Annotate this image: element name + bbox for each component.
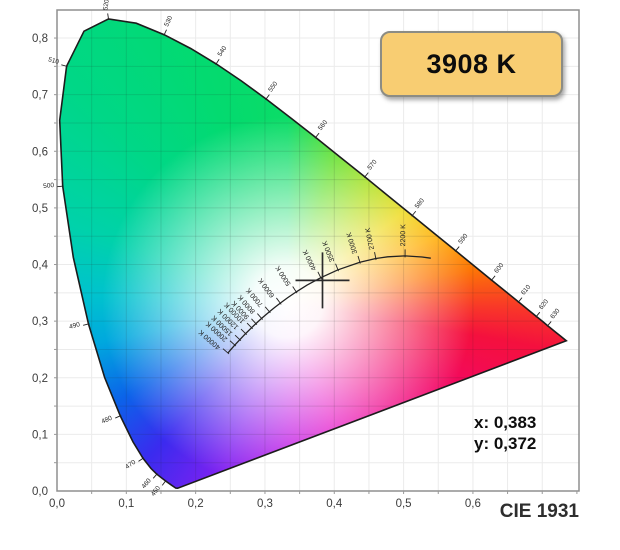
svg-text:0,8: 0,8 [32,33,48,45]
svg-text:620: 620 [538,298,551,311]
svg-text:0,5: 0,5 [32,203,48,215]
y-value-label: y: 0,372 [474,434,537,453]
svg-text:0,0: 0,0 [32,486,48,498]
svg-text:590: 590 [457,232,470,245]
diagram-title: CIE 1931 [499,501,579,522]
svg-text:460: 460 [140,477,153,490]
svg-text:630: 630 [549,307,562,320]
svg-text:0,3: 0,3 [257,498,273,510]
svg-text:0,1: 0,1 [118,498,134,510]
svg-text:470: 470 [124,459,137,471]
svg-text:540: 540 [217,45,229,58]
x-value-label: x: 0,383 [474,413,537,432]
svg-text:520: 520 [102,0,111,11]
svg-text:600: 600 [493,262,506,275]
x-axis-labels: 0,0 0,1 0,2 0,3 0,4 0,5 0,6 [49,498,481,510]
svg-text:0,6: 0,6 [465,498,481,510]
svg-text:550: 550 [267,80,279,93]
svg-text:0,4: 0,4 [32,260,49,272]
svg-text:0,6: 0,6 [32,146,48,158]
svg-text:530: 530 [163,15,174,28]
svg-text:580: 580 [414,197,427,210]
svg-text:610: 610 [520,283,533,296]
svg-text:0,4: 0,4 [326,498,343,510]
svg-text:450: 450 [150,484,162,497]
cct-badge-label: 3908 K [426,48,517,79]
svg-text:490: 490 [68,321,81,331]
svg-text:560: 560 [317,119,329,132]
svg-text:0,1: 0,1 [32,429,48,441]
svg-text:480: 480 [101,415,114,426]
svg-text:0,2: 0,2 [32,373,48,385]
svg-text:0,5: 0,5 [396,498,412,510]
y-axis-labels: 0,0 0,1 0,2 0,3 0,4 0,5 0,6 0,7 0,8 [32,33,49,498]
svg-text:0,7: 0,7 [32,90,48,102]
svg-text:0,3: 0,3 [32,316,48,328]
svg-text:510: 510 [47,56,60,66]
svg-text:500: 500 [43,182,55,190]
xy-readout: x: 0,383 y: 0,372 [474,412,536,454]
cct-badge: 3908 K [380,31,563,97]
svg-text:570: 570 [366,158,379,171]
svg-text:0,0: 0,0 [49,498,65,510]
svg-text:0,2: 0,2 [188,498,204,510]
